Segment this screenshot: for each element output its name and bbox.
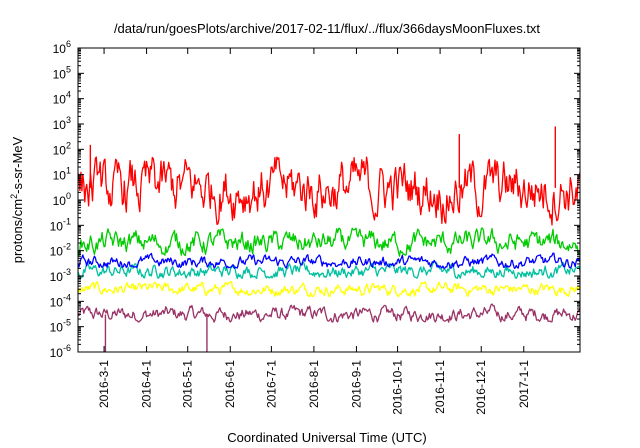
x-tick-label: 2016-3-1 [97, 360, 111, 408]
series-line-1 [77, 303, 581, 323]
x-tick-label: 2016-6-1 [223, 360, 237, 408]
y-tick-label: 10-4 [50, 292, 71, 309]
y-tick-label: 101 [53, 166, 71, 183]
x-axis-label: Coordinated Universal Time (UTC) [227, 430, 426, 445]
y-axis-label: protons/cm2-s-sr-MeV [9, 136, 25, 263]
series-line-3 [77, 260, 581, 280]
x-tick-label: 2016-8-1 [307, 360, 321, 408]
y-tick-label: 105 [53, 64, 71, 81]
x-tick-label: 2016-12-1 [474, 360, 488, 415]
y-tick-label: 10-5 [50, 318, 71, 335]
x-tick-label: 2016-7-1 [264, 360, 278, 408]
y-tick-label: 106 [53, 39, 71, 56]
y-tick-label: 102 [53, 140, 71, 157]
x-tick-label: 2016-10-1 [391, 360, 405, 415]
y-tick-label: 103 [53, 115, 71, 132]
x-tick-label: 2016-5-1 [181, 360, 195, 408]
series-line-6 [77, 156, 581, 226]
axes-layer: 10-6 10-5 10-4 10-3 10-2 10-1 100 101 102 103 104 1… [50, 39, 581, 415]
y-tick-label: 10-1 [50, 216, 71, 233]
x-tick-label: 2016-4-1 [140, 360, 154, 408]
x-tick-label: 2016-9-1 [349, 360, 363, 408]
y-tick-label: 100 [53, 191, 71, 208]
series-line-5 [77, 227, 581, 257]
y-tick-label: 10-6 [50, 343, 71, 360]
series-line-4 [77, 252, 581, 269]
series-layer [77, 126, 581, 352]
y-tick-label: 10-3 [50, 267, 71, 284]
chart-title: /data/run/goesPlots/archive/2017-02-11/f… [114, 21, 540, 36]
x-tick-label: 2016-11-1 [433, 360, 447, 414]
y-tick-label: 104 [53, 90, 71, 107]
series-line-2 [77, 280, 581, 298]
x-tick-label: 2017-1-1 [517, 360, 531, 408]
y-tick-label: 10-2 [50, 242, 71, 259]
